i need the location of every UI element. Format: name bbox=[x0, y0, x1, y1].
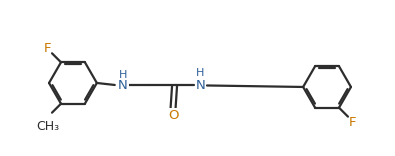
Text: N: N bbox=[196, 79, 205, 92]
Text: CH₃: CH₃ bbox=[36, 120, 59, 133]
Text: N: N bbox=[118, 79, 128, 92]
Text: F: F bbox=[43, 42, 51, 55]
Text: H: H bbox=[196, 68, 205, 78]
Text: F: F bbox=[349, 116, 357, 129]
Text: H: H bbox=[118, 71, 127, 80]
Text: O: O bbox=[168, 109, 178, 122]
